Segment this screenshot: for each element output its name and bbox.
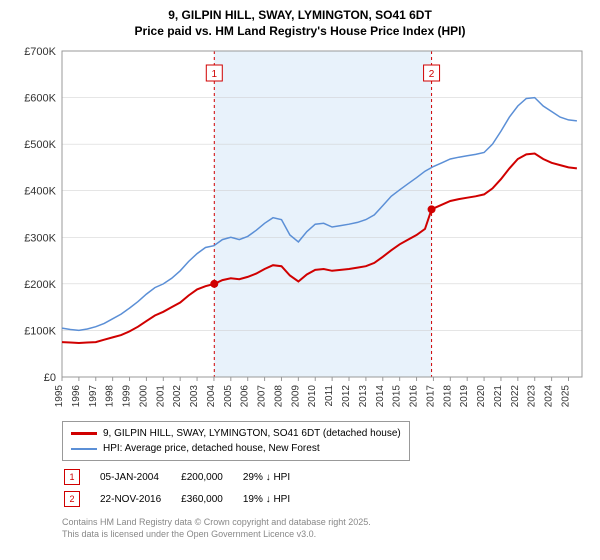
- svg-text:£300K: £300K: [24, 232, 56, 244]
- svg-text:2012: 2012: [341, 385, 352, 408]
- svg-text:1996: 1996: [71, 385, 82, 408]
- footer: Contains HM Land Registry data © Crown c…: [62, 517, 588, 540]
- svg-text:2017: 2017: [425, 385, 436, 408]
- svg-text:2004: 2004: [206, 385, 217, 408]
- svg-text:£400K: £400K: [24, 186, 56, 198]
- svg-text:2014: 2014: [375, 385, 386, 408]
- svg-text:2025: 2025: [560, 385, 571, 408]
- price-chart: £0 £100K £200K £300K £400K £500K £600K £700K 1 2 1…: [12, 45, 588, 415]
- svg-text:£600K: £600K: [24, 93, 56, 105]
- svg-text:2005: 2005: [223, 385, 234, 408]
- svg-text:2021: 2021: [493, 385, 504, 408]
- svg-text:2007: 2007: [257, 385, 268, 408]
- svg-text:1999: 1999: [122, 385, 133, 408]
- marker-row: 2 22-NOV-2016£360,00019% ↓ HPI: [64, 489, 308, 509]
- svg-text:2009: 2009: [290, 385, 301, 408]
- svg-text:2020: 2020: [476, 385, 487, 408]
- footer-line2: This data is licensed under the Open Gov…: [62, 529, 588, 541]
- marker-date: 05-JAN-2004: [100, 467, 179, 487]
- marker-price: £360,000: [181, 489, 241, 509]
- chart-title: 9, GILPIN HILL, SWAY, LYMINGTON, SO41 6D…: [12, 8, 588, 39]
- svg-text:£700K: £700K: [24, 46, 56, 58]
- legend-swatch-hpi: [71, 448, 97, 450]
- legend-row-hpi: HPI: Average price, detached house, New …: [71, 441, 401, 456]
- svg-text:1: 1: [212, 69, 218, 80]
- marker-box-icon: 2: [64, 491, 80, 507]
- svg-text:£500K: £500K: [24, 139, 56, 151]
- svg-text:2018: 2018: [442, 385, 453, 408]
- marker-delta: 19% ↓ HPI: [243, 489, 308, 509]
- svg-text:1995: 1995: [54, 385, 65, 408]
- svg-text:2011: 2011: [324, 385, 335, 407]
- svg-text:2008: 2008: [273, 385, 284, 408]
- svg-text:2000: 2000: [138, 385, 149, 408]
- svg-text:2002: 2002: [172, 385, 183, 408]
- title-line2: Price paid vs. HM Land Registry's House …: [12, 24, 588, 40]
- marker-price: £200,000: [181, 467, 241, 487]
- svg-text:1997: 1997: [88, 385, 99, 408]
- svg-text:2003: 2003: [189, 385, 200, 408]
- svg-text:£100K: £100K: [24, 326, 56, 338]
- marker-box-icon: 1: [64, 469, 80, 485]
- svg-text:2: 2: [429, 69, 435, 80]
- svg-text:2016: 2016: [409, 385, 420, 408]
- title-line1: 9, GILPIN HILL, SWAY, LYMINGTON, SO41 6D…: [12, 8, 588, 24]
- marker-delta: 29% ↓ HPI: [243, 467, 308, 487]
- legend-label-hpi: HPI: Average price, detached house, New …: [103, 441, 320, 456]
- svg-text:2013: 2013: [358, 385, 369, 408]
- legend-label-property: 9, GILPIN HILL, SWAY, LYMINGTON, SO41 6D…: [103, 426, 401, 441]
- svg-text:2001: 2001: [155, 385, 166, 408]
- marker-row: 1 05-JAN-2004£200,00029% ↓ HPI: [64, 467, 308, 487]
- legend-swatch-property: [71, 432, 97, 435]
- svg-text:£0: £0: [44, 372, 56, 384]
- svg-text:2024: 2024: [544, 385, 555, 408]
- legend-row-property: 9, GILPIN HILL, SWAY, LYMINGTON, SO41 6D…: [71, 426, 401, 441]
- svg-text:2015: 2015: [392, 385, 403, 408]
- footer-line1: Contains HM Land Registry data © Crown c…: [62, 517, 588, 529]
- marker-date: 22-NOV-2016: [100, 489, 179, 509]
- svg-text:2023: 2023: [527, 385, 538, 408]
- svg-text:£200K: £200K: [24, 279, 56, 291]
- svg-text:2019: 2019: [459, 385, 470, 408]
- legend: 9, GILPIN HILL, SWAY, LYMINGTON, SO41 6D…: [62, 421, 410, 461]
- sale-marker-table: 1 05-JAN-2004£200,00029% ↓ HPI 2 22-NOV-201…: [62, 465, 310, 511]
- svg-text:2010: 2010: [307, 385, 318, 408]
- svg-text:1998: 1998: [105, 385, 116, 408]
- svg-text:2006: 2006: [240, 385, 251, 408]
- svg-text:2022: 2022: [510, 385, 521, 408]
